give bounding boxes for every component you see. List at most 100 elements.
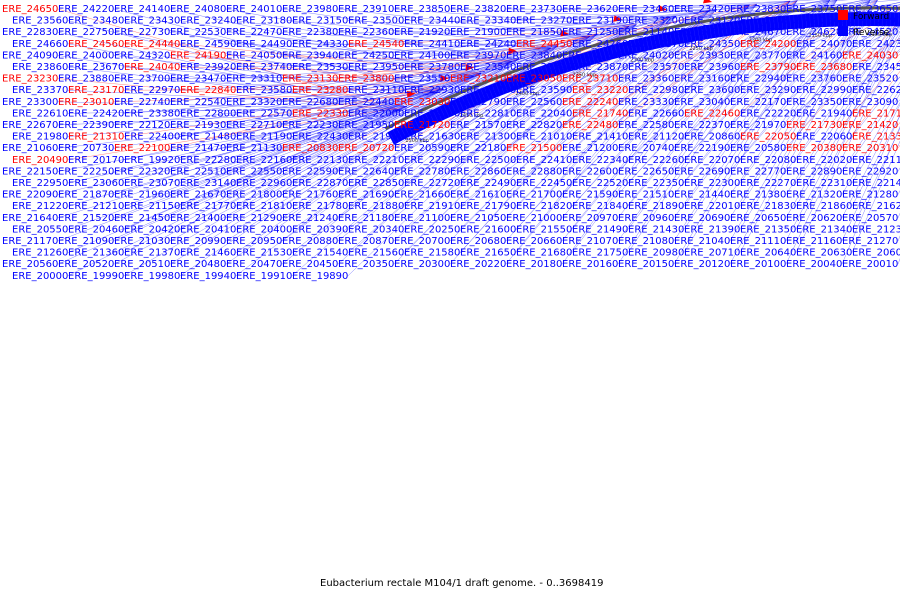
feature-label: ERE_20860 (684, 132, 740, 143)
feature-label: ERE_22350 (628, 178, 684, 189)
leader-line (113, 92, 437, 172)
gene-tick (645, 36, 650, 51)
feature-label: ERE_22670 (2, 120, 58, 131)
gene-tick (673, 30, 677, 45)
feature-label: ERE_24540 (348, 39, 404, 50)
feature-label: ERE_21900 (450, 27, 506, 38)
feature-label: ERE_20160 (562, 259, 618, 270)
feature-label: ERE_22440 (338, 97, 394, 108)
leader-line (179, 73, 482, 184)
feature-label: ERE_23910 (338, 4, 394, 15)
gene-tick (741, 20, 744, 34)
leader-line (505, 10, 710, 33)
feature-label: ERE_23210 (450, 74, 506, 85)
feature-label: ERE_20380 (786, 143, 842, 154)
feature-label: ERE_21060 (2, 143, 58, 154)
gene-tick (829, 12, 831, 27)
leader-line (123, 89, 444, 160)
gene-tick (797, 14, 799, 29)
feature-label: ERE_20950 (226, 236, 282, 247)
leader-line (403, 20, 637, 25)
feature-label: ERE_22160 (236, 155, 292, 166)
feature-label: ERE_22470 (226, 27, 282, 38)
feature-label: ERE_23600 (684, 85, 740, 96)
feature-label: ERE_22110 (852, 155, 900, 166)
feature-label: ERE_23790 (740, 62, 796, 73)
feature-label: ERE_22340 (572, 155, 628, 166)
feature-label: ERE_23650 (842, 4, 898, 15)
feature-label: ERE_23160 (674, 74, 730, 85)
leader-line (281, 47, 551, 56)
feature-label: ERE_19890 (292, 271, 348, 282)
leader-line (683, 0, 837, 184)
leader-line (841, 82, 900, 172)
feature-label: ERE_22600 (562, 166, 618, 177)
feature-label: ERE_23960 (684, 62, 740, 73)
gene-tick (487, 85, 494, 99)
leader-line (57, 55, 401, 111)
feature-label: ERE_21280 (842, 190, 898, 201)
feature-label: ERE_21620 (852, 201, 900, 212)
gene-tick (737, 20, 740, 35)
leader-line (449, 17, 670, 56)
leader-line (739, 0, 878, 207)
gene-tick (641, 37, 646, 52)
feature-label: ERE_21530 (236, 248, 292, 259)
feature-label: ERE_20300 (394, 259, 450, 270)
feature-label: ERE_22290 (404, 155, 460, 166)
leader-line (841, 60, 900, 126)
leader-line (459, 16, 677, 21)
gene-tick (633, 39, 638, 54)
feature-label: ERE_23120 (684, 16, 740, 27)
gene-tick (396, 127, 403, 141)
scale-label: 2100 kbp (868, 32, 892, 38)
gene-tick (637, 38, 642, 53)
leader-line (337, 36, 590, 195)
leader-line (169, 8, 475, 77)
feature-label: ERE_21990 (348, 132, 404, 143)
feature-label: ERE_23060 (68, 178, 124, 189)
leader-line (225, 61, 513, 265)
feature-label: ERE_20560 (2, 259, 58, 270)
forward-gene-arrow (465, 64, 475, 71)
gene-tick (514, 75, 520, 89)
feature-label: ERE_22500 (460, 155, 516, 166)
leader-line (841, 71, 900, 149)
leader-line (57, 109, 401, 265)
leader-line (403, 24, 637, 44)
feature-label: ERE_22990 (796, 85, 852, 96)
gene-tick (689, 27, 693, 42)
leader-line (459, 16, 677, 68)
feature-label: ERE_21600 (460, 224, 516, 235)
feature-label: ERE_23170 (68, 85, 124, 96)
leader-line (225, 32, 513, 62)
gene-tick (721, 22, 724, 37)
feature-label: ERE_21150 (124, 201, 180, 212)
feature-label: ERE_23920 (180, 62, 236, 73)
leader-line (347, 20, 597, 35)
leader-line (561, 4, 750, 33)
gene-tick (563, 58, 569, 73)
gene-tick (465, 94, 472, 108)
feature-label: ERE_20410 (180, 224, 236, 235)
gene-tick (801, 14, 803, 29)
leader-line (179, 73, 482, 114)
feature-label: ERE_24520 (842, 27, 898, 38)
gene-tick (587, 51, 592, 66)
leader-line (449, 17, 670, 242)
feature-label: ERE_19910 (236, 271, 292, 282)
gene-tick (540, 65, 546, 80)
gene-tick (713, 23, 716, 38)
leader-line (673, 0, 831, 242)
feature-label: ERE_23480 (68, 16, 124, 27)
leader-line (403, 24, 637, 68)
feature-label: ERE_23100 (404, 108, 460, 119)
leader-line (57, 109, 401, 149)
feature-label: ERE_23240 (180, 16, 236, 27)
leader-line (505, 10, 710, 218)
gene-tick (622, 42, 627, 56)
gene-tick (697, 26, 701, 41)
leader-line (505, 8, 710, 11)
leader-line (113, 92, 437, 265)
leader-line (851, 89, 900, 160)
